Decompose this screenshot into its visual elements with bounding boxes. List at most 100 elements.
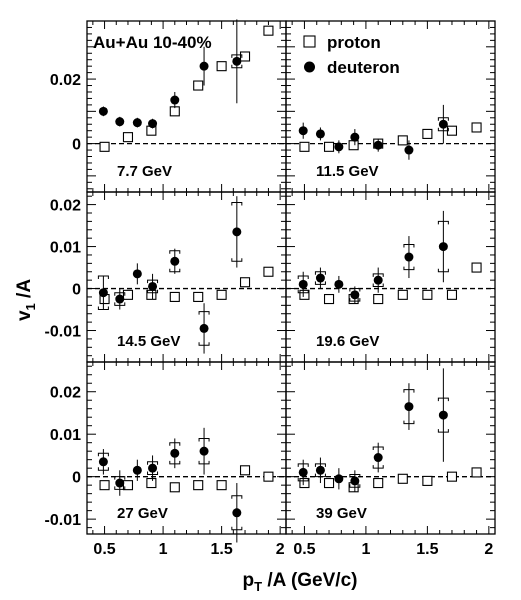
proton-point: [299, 289, 310, 300]
deuteron-point: [373, 140, 383, 150]
sys-bracket-top: [198, 311, 210, 315]
sys-bracket-top: [437, 397, 449, 402]
legend-deuteron-marker: [304, 61, 315, 73]
deuteron-point: [98, 288, 108, 298]
x-tick-label: 0.5: [293, 541, 315, 558]
proton-point: [99, 141, 110, 152]
deuteron-point: [132, 269, 142, 279]
proton-point: [373, 477, 384, 489]
deuteron-point: [98, 457, 108, 467]
proton-point: [348, 140, 359, 151]
proton-point: [146, 289, 157, 300]
deuteron-point: [232, 227, 242, 237]
panel-5: 0.5 1 1.5 2 39 GeV: [285, 361, 496, 558]
proton-point: [216, 289, 227, 300]
sys-bracket-top: [147, 279, 159, 284]
y-tick-label: 0: [72, 470, 81, 487]
sys-bracket-top: [114, 476, 126, 480]
proton-point: [122, 289, 134, 300]
y-tick-label: 0.02: [50, 385, 81, 402]
proton-point: [422, 128, 433, 139]
sys-bracket-bottom: [169, 460, 181, 465]
y-tick-label: 0.01: [50, 427, 81, 444]
energy-label: 39 GeV: [316, 505, 367, 522]
panel-0: 0 0.02 7.7 GeV: [50, 19, 287, 193]
deuteron-point: [170, 256, 180, 266]
proton-point: [193, 291, 204, 302]
proton-point: [446, 471, 458, 482]
proton-point: [216, 480, 227, 491]
proton-point: [263, 25, 274, 36]
sys-bracket-bottom: [231, 526, 243, 531]
x-tick-label: 1: [361, 541, 370, 558]
sys-bracket-bottom: [169, 268, 181, 273]
panel-3: 19.6 GeV: [285, 191, 496, 363]
x-tick-label: 0.5: [93, 541, 115, 558]
deuteron-point: [199, 446, 209, 456]
proton-point: [422, 289, 433, 300]
x-tick-label: 2: [484, 541, 493, 558]
deuteron-point: [404, 145, 414, 155]
sys-bracket-top: [114, 292, 126, 296]
energy-label: 11.5 GeV: [316, 163, 379, 180]
legend-deuteron-label: deuteron: [327, 58, 400, 77]
proton-point: [446, 289, 458, 300]
y-tick-label: 0.02: [50, 198, 81, 215]
sys-bracket-bottom: [314, 281, 326, 285]
proton-point: [169, 482, 180, 493]
sys-bracket-top: [231, 54, 243, 58]
sys-bracket-top: [169, 250, 181, 254]
proton-point: [169, 106, 180, 117]
deuteron-point: [350, 132, 360, 142]
sys-bracket-top: [372, 273, 384, 277]
sys-bracket-top: [97, 452, 109, 457]
deuteron-point: [373, 453, 383, 463]
legend-proton-label: proton: [327, 33, 381, 52]
sys-bracket-top: [403, 389, 415, 393]
collision-label: Au+Au 10-40%: [93, 33, 212, 52]
deuteron-point: [438, 119, 448, 129]
deuteron-point: [132, 118, 142, 128]
sys-bracket-top: [231, 495, 243, 499]
proton-point: [471, 122, 482, 133]
proton-point: [323, 141, 335, 152]
deuteron-point: [315, 465, 325, 475]
y-tick-label: 0.01: [50, 240, 81, 257]
proton-point: [323, 293, 335, 305]
sys-bracket-bottom: [147, 289, 159, 294]
deuteron-point: [115, 478, 125, 488]
sys-bracket-top: [437, 117, 449, 121]
sys-bracket-bottom: [114, 302, 126, 306]
sys-bracket-top: [314, 463, 326, 467]
x-tick-label: 1.5: [210, 541, 232, 558]
x-axis-title-subscript: T: [254, 579, 262, 594]
proton-point: [216, 61, 227, 72]
proton-point: [122, 132, 134, 143]
legend-proton-marker: [303, 35, 316, 48]
sys-bracket-bottom: [349, 298, 361, 302]
deuteron-point: [438, 242, 448, 252]
proton-point: [299, 477, 310, 489]
sys-bracket-bottom: [297, 289, 309, 294]
deuteron-point: [334, 279, 344, 289]
deuteron-point: [199, 61, 209, 71]
deuteron-point: [98, 106, 108, 116]
x-tick-label: 1.5: [416, 541, 438, 558]
deuteron-point: [170, 448, 180, 458]
deuteron-point: [298, 126, 308, 136]
sys-bracket-top: [349, 288, 361, 292]
sys-bracket-bottom: [231, 258, 243, 262]
sys-bracket-top: [147, 461, 159, 465]
deuteron-point: [232, 56, 242, 66]
deuteron-point: [232, 508, 242, 518]
proton-point: [397, 289, 408, 300]
x-tick-label: 1: [159, 541, 168, 558]
deuteron-point: [298, 279, 308, 289]
sys-bracket-bottom: [198, 342, 210, 346]
proton-point: [239, 277, 251, 288]
panel-2: -0.01 0 0.01 0.02 14.5 GeV: [45, 191, 287, 363]
y-tick-label: 0.02: [50, 72, 81, 89]
sys-bracket-bottom: [297, 477, 309, 482]
proton-point: [471, 467, 482, 478]
sys-bracket-bottom: [198, 460, 210, 465]
